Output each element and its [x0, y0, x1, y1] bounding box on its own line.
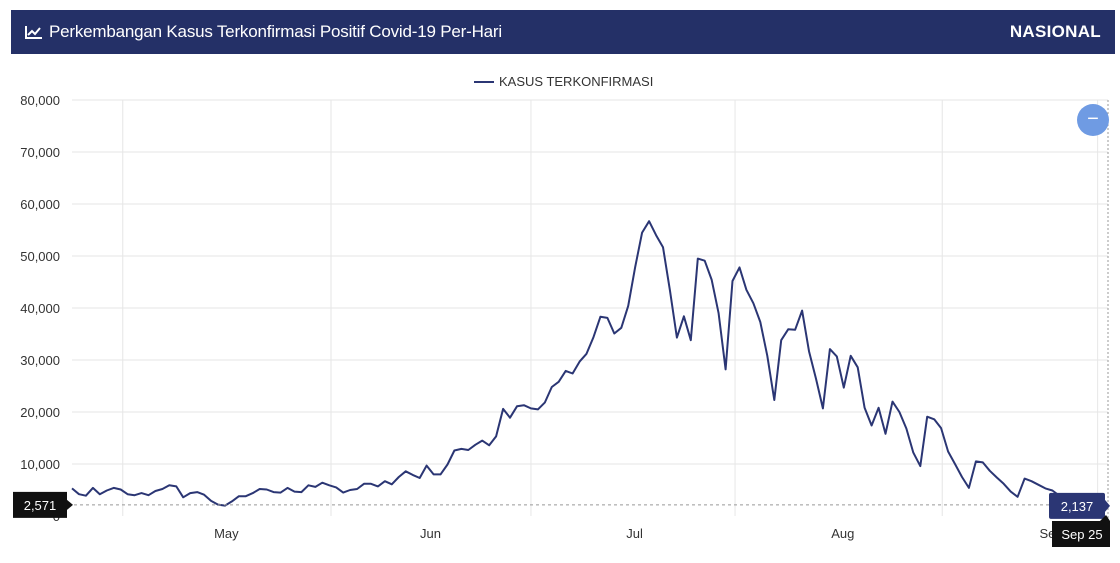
chart-grid	[72, 99, 1108, 516]
y-tick-label: 50,000	[20, 249, 60, 264]
legend-label: KASUS TERKONFIRMASI	[499, 74, 653, 89]
zoom-reset-button[interactable]: −	[1077, 104, 1109, 136]
line-chart-icon	[25, 25, 43, 39]
crosshair: 2,571 2,137 Sep 25	[13, 100, 1110, 547]
crosshair-date: Sep 25	[1061, 527, 1102, 542]
minus-icon: −	[1087, 108, 1099, 130]
crosshair-y-label-box	[13, 491, 67, 518]
x-tick-label: Jul	[626, 526, 643, 541]
crosshair-right-value: 2,137	[1061, 499, 1094, 514]
crosshair-x-label: Sep 25	[1052, 515, 1110, 547]
series-line	[71, 220, 1109, 507]
y-tick-label: 30,000	[20, 353, 60, 368]
y-tick-label: 40,000	[20, 301, 60, 316]
chart-header: Perkembangan Kasus Terkonfirmasi Positif…	[11, 10, 1115, 54]
x-axis-ticks: May Jun Jul Aug Sep	[214, 526, 1063, 541]
y-tick-label: 60,000	[20, 197, 60, 212]
series-layer	[71, 220, 1109, 507]
x-tick-label: Jun	[420, 526, 441, 541]
y-tick-label: 80,000	[20, 93, 60, 108]
x-tick-label: Aug	[831, 526, 854, 541]
region-label[interactable]: NASIONAL	[1009, 22, 1101, 41]
crosshair-value-label: 2,137	[1049, 492, 1110, 519]
crosshair-date-box	[1052, 521, 1110, 547]
crosshair-left-value: 2,571	[24, 498, 57, 513]
y-tick-label: 70,000	[20, 145, 60, 160]
chart-area[interactable]: 010,00020,00030,00040,00050,00060,00070,…	[0, 54, 1120, 558]
chart-title: Perkembangan Kasus Terkonfirmasi Positif…	[49, 22, 502, 41]
y-tick-label: 10,000	[20, 457, 60, 472]
line-chart[interactable]: 010,00020,00030,00040,00050,00060,00070,…	[0, 54, 1120, 558]
y-tick-label: 20,000	[20, 405, 60, 420]
chart-legend[interactable]: KASUS TERKONFIRMASI	[474, 74, 653, 89]
y-axis-ticks: 010,00020,00030,00040,00050,00060,00070,…	[20, 93, 60, 524]
crosshair-value-box	[1049, 492, 1105, 519]
crosshair-y-label: 2,571	[13, 491, 73, 518]
x-tick-label: May	[214, 526, 239, 541]
